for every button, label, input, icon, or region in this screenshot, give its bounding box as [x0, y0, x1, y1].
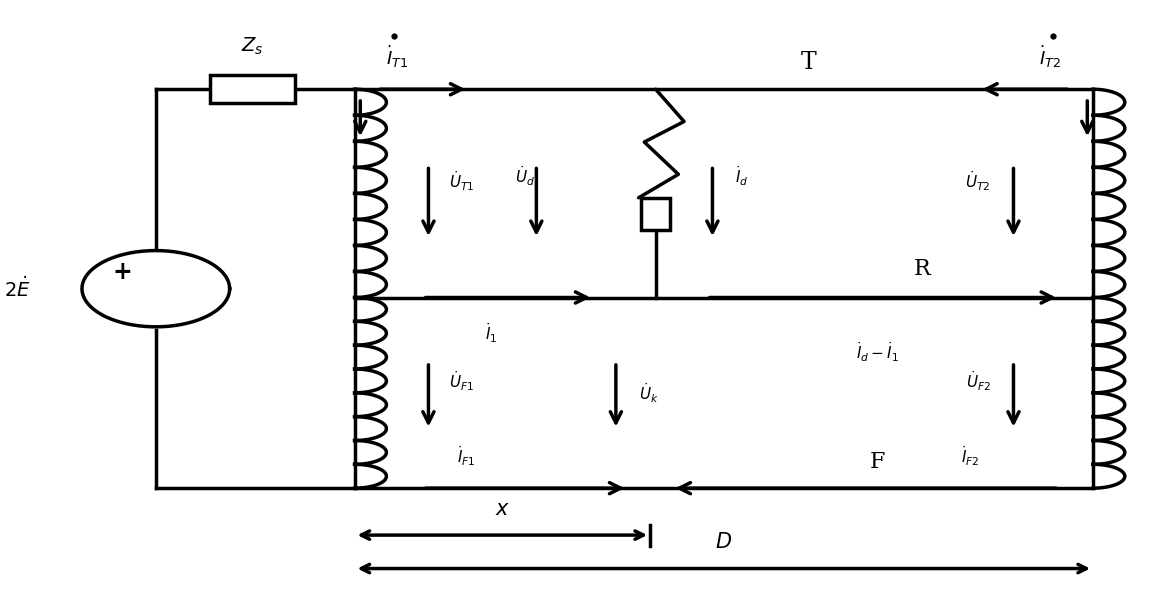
Text: +: +	[112, 259, 132, 284]
Text: $\dot{I}_{F1}$: $\dot{I}_{F1}$	[457, 444, 475, 468]
Text: $\dot{U}_{T1}$: $\dot{U}_{T1}$	[448, 170, 474, 193]
Text: $Z_s$: $Z_s$	[241, 36, 263, 57]
Text: $\dot{U}_{F1}$: $\dot{U}_{F1}$	[448, 369, 474, 393]
Text: $\dot{I}_{F2}$: $\dot{I}_{F2}$	[961, 444, 979, 468]
Text: $\dot{I}_d$: $\dot{I}_d$	[735, 164, 748, 187]
Text: $x$: $x$	[494, 500, 509, 519]
Text: $2\dot{E}$: $2\dot{E}$	[5, 277, 30, 301]
Text: T: T	[801, 51, 817, 74]
Text: $\dot{U}_k$: $\dot{U}_k$	[638, 381, 658, 405]
Text: $\dot{I}_1$: $\dot{I}_1$	[485, 321, 498, 345]
Text: $\dot{U}_{F2}$: $\dot{U}_{F2}$	[966, 369, 991, 393]
Text: $\dot{U}_{T2}$: $\dot{U}_{T2}$	[965, 170, 991, 193]
Text: $\dot{I}_{T1}$: $\dot{I}_{T1}$	[386, 44, 409, 70]
Text: $\dot{I}_d - \dot{I}_1$: $\dot{I}_d - \dot{I}_1$	[856, 340, 898, 364]
Text: $D$: $D$	[715, 532, 732, 552]
Text: F: F	[870, 452, 885, 474]
Bar	[641, 198, 671, 230]
Text: $\dot{U}_d$: $\dot{U}_d$	[515, 164, 535, 187]
Text: $\dot{I}_{T2}$: $\dot{I}_{T2}$	[1039, 44, 1061, 70]
Bar	[210, 75, 295, 104]
Text: R: R	[915, 258, 931, 280]
